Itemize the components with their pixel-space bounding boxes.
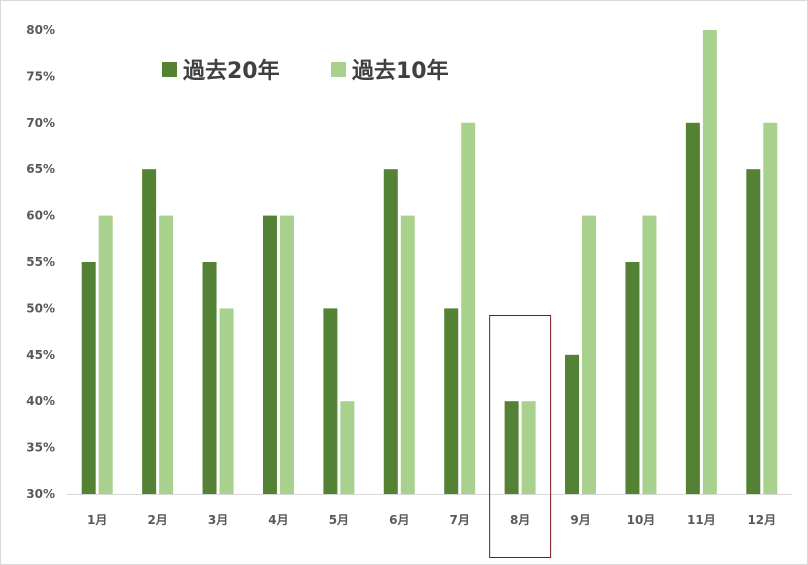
y-tick-label: 40% bbox=[26, 394, 55, 408]
y-tick-label: 35% bbox=[26, 441, 55, 455]
highlight-group bbox=[489, 315, 552, 558]
legend-swatch bbox=[331, 62, 346, 77]
legend: 過去20年 過去10年 bbox=[162, 58, 449, 84]
bar-past20-8 bbox=[504, 401, 519, 494]
bar-past10-3 bbox=[219, 308, 234, 494]
y-tick-label: 70% bbox=[26, 116, 55, 130]
y-tick-label: 55% bbox=[26, 255, 55, 269]
bar-past10-1 bbox=[98, 215, 113, 494]
bar-past10-6 bbox=[400, 215, 415, 494]
bar-past20-3 bbox=[202, 262, 217, 494]
bar-past20-4 bbox=[262, 215, 277, 494]
y-tick-label: 30% bbox=[26, 487, 55, 501]
x-tick-label: 4月 bbox=[268, 513, 288, 527]
x-tick-label: 11月 bbox=[687, 513, 716, 527]
bar-past10-5 bbox=[340, 401, 355, 494]
y-tick-label: 75% bbox=[26, 69, 55, 83]
bar-past20-1 bbox=[81, 262, 96, 494]
bar-past20-5 bbox=[323, 308, 338, 494]
y-axis: 30% 35% 40% 45% 50% 55% 60% 65% 70% 75% 80% bbox=[26, 23, 55, 501]
bar-past10-10 bbox=[642, 215, 657, 494]
bar-past20-11 bbox=[685, 122, 700, 495]
x-tick-label: 5月 bbox=[329, 513, 349, 527]
x-tick-label: 6月 bbox=[389, 513, 409, 527]
x-tick-label: 2月 bbox=[147, 513, 167, 527]
legend-label: 過去10年 bbox=[352, 58, 449, 84]
y-tick-label: 50% bbox=[26, 301, 55, 315]
bar-past20-9 bbox=[565, 354, 580, 494]
bar-past10-8 bbox=[521, 401, 536, 494]
bar-past20-12 bbox=[746, 169, 761, 494]
x-tick-label: 1月 bbox=[87, 513, 107, 527]
x-tick-label: 3月 bbox=[208, 513, 228, 527]
bar-past20-6 bbox=[383, 169, 398, 494]
x-tick-label: 7月 bbox=[450, 513, 470, 527]
bar-past20-10 bbox=[625, 262, 640, 494]
bar-past10-2 bbox=[159, 215, 174, 494]
bar-past10-9 bbox=[582, 215, 597, 494]
x-tick-label: 9月 bbox=[570, 513, 590, 527]
bar-past20-7 bbox=[444, 308, 459, 494]
x-axis: 1月 2月 3月 4月 5月 6月 7月 8月 9月 10月 11月 12月 bbox=[67, 494, 792, 527]
bars bbox=[81, 30, 778, 495]
highlight-box bbox=[489, 315, 552, 558]
y-tick-label: 45% bbox=[26, 348, 55, 362]
bar-past20-2 bbox=[142, 169, 157, 494]
y-tick-label: 60% bbox=[26, 209, 55, 223]
x-tick-label: 10月 bbox=[627, 513, 656, 527]
x-tick-label: 12月 bbox=[747, 513, 776, 527]
legend-label: 過去20年 bbox=[183, 58, 280, 84]
y-tick-label: 65% bbox=[26, 162, 55, 176]
y-tick-label: 80% bbox=[26, 23, 55, 37]
bar-past10-4 bbox=[279, 215, 294, 494]
bar-past10-12 bbox=[763, 122, 778, 495]
x-tick-label: 8月 bbox=[510, 513, 530, 527]
bar-past10-11 bbox=[702, 30, 717, 494]
bar-past10-7 bbox=[461, 122, 476, 495]
legend-swatch bbox=[162, 62, 177, 77]
